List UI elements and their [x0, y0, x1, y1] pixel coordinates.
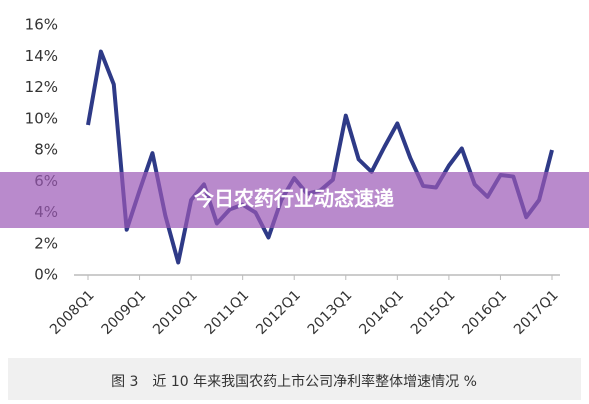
y-tick-label: 0%: [34, 266, 58, 284]
banner-text: 今日农药行业动态速递: [194, 187, 394, 211]
banner-band: [0, 172, 589, 228]
caption-area: [8, 358, 581, 400]
y-tick-label: 14%: [25, 47, 58, 65]
y-tick-label: 12%: [25, 78, 58, 96]
y-tick-label: 8%: [34, 141, 58, 159]
y-tick-label: 2%: [34, 234, 58, 252]
caption: 图 3 近 10 年来我国农药上市公司净利率整体增速情况 %: [111, 373, 477, 390]
y-tick-label: 10%: [25, 109, 58, 127]
y-tick-label: 16%: [25, 16, 58, 34]
